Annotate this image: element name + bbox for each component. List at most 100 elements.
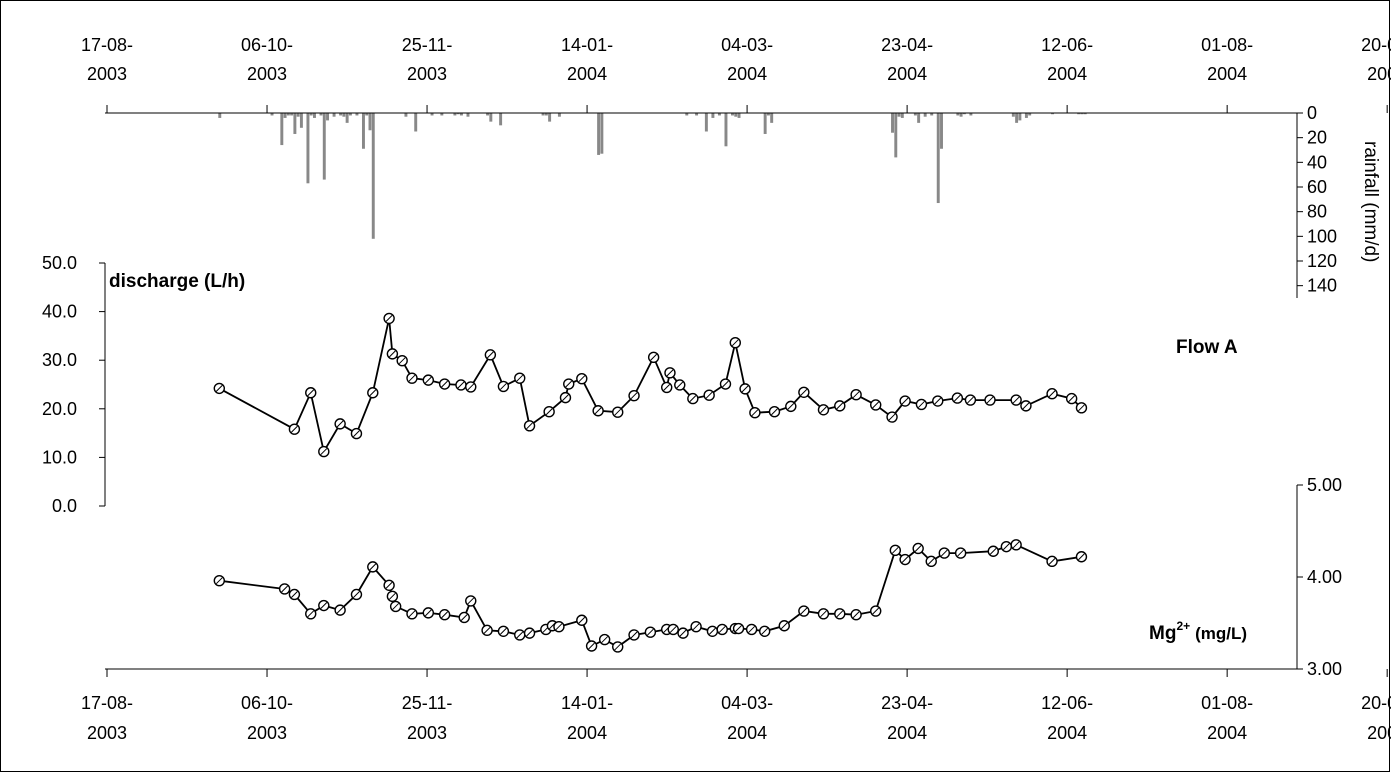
rainfall-bar	[326, 113, 330, 121]
magnesium-point-mark	[441, 611, 448, 619]
discharge-point-mark	[918, 401, 925, 408]
bottom-x-tick-label: 2003	[87, 723, 127, 743]
bottom-x-tick-label: 01-08-	[1201, 693, 1253, 713]
rainfall-bar	[361, 113, 365, 149]
rainfall-bar	[711, 113, 715, 118]
discharge-point-mark	[215, 385, 223, 392]
discharge-point-mark	[741, 385, 749, 393]
discharge-y-tick-label: 50.0	[42, 253, 77, 273]
top-x-tick-label: 2003	[407, 64, 447, 84]
magnesium-point-mark	[1078, 553, 1085, 561]
bottom-x-tick-label: 23-04-	[881, 693, 933, 713]
rainfall-bar	[499, 113, 503, 126]
bottom-x-tick-label: 2004	[727, 723, 767, 743]
discharge-point-mark	[562, 394, 569, 401]
discharge-y-tick-label: 30.0	[42, 350, 77, 370]
rainfall-bar	[332, 113, 336, 117]
discharge-point-mark	[689, 395, 697, 402]
rainfall-bar	[1083, 113, 1087, 115]
rainfall-bar	[1024, 113, 1028, 118]
mg-label: Mg	[1149, 623, 1176, 644]
top-x-tick-label: 2003	[247, 64, 287, 84]
top-x-tick-label: 20-09-	[1361, 35, 1391, 55]
discharge-point-mark	[934, 397, 942, 405]
magnesium-y-tick-label: 4.00	[1307, 567, 1342, 587]
discharge-line	[218, 318, 1083, 455]
rainfall-bar	[894, 113, 898, 158]
magnesium-point-mark	[614, 643, 622, 651]
discharge-point-mark	[731, 339, 739, 347]
bottom-x-tick-label: 2004	[1367, 723, 1391, 743]
magnesium-point-mark	[555, 623, 563, 631]
rainfall-bar	[731, 113, 734, 116]
discharge-point-mark	[526, 422, 533, 430]
rainfall-bar	[956, 113, 960, 116]
bottom-x-tick-label: 25-11-	[402, 693, 453, 713]
discharge-point-mark	[545, 408, 553, 416]
magnesium-point-mark	[901, 556, 909, 563]
axes	[99, 105, 1388, 677]
rainfall-bar	[541, 113, 545, 116]
rainfall-bar	[293, 113, 297, 134]
magnesium-point-mark	[408, 610, 416, 618]
magnesium-point-mark	[800, 607, 808, 615]
magnesium-point-mark	[761, 627, 769, 635]
rainfall-bar	[891, 113, 894, 133]
rainfall-bar	[962, 113, 966, 115]
discharge-y-tick-label: 10.0	[42, 447, 77, 467]
rainfall-bar	[557, 113, 561, 117]
rainfall-bar	[1028, 113, 1032, 116]
rainfall-bar	[685, 113, 689, 116]
discharge-point-mark	[1078, 404, 1085, 412]
bottom-x-tick-label: 2004	[1207, 723, 1247, 743]
bottom-x-tick-label: 2003	[407, 723, 447, 743]
rainfall-bar	[548, 113, 552, 122]
magnesium-point-mark	[1002, 543, 1010, 550]
rainfall-bar	[299, 113, 303, 128]
discharge-point-mark	[594, 407, 602, 415]
rainfall-bar	[283, 113, 287, 118]
magnesium-point-mark	[281, 585, 288, 593]
rainfall-bar	[930, 113, 934, 116]
magnesium-point-mark	[780, 622, 788, 630]
rainfall-bar	[704, 113, 708, 132]
rainfall-bar	[342, 113, 346, 117]
magnesium-point-mark	[526, 629, 533, 637]
magnesium-point-mark	[467, 597, 475, 605]
magnesium-point-mark	[392, 603, 400, 610]
magnesium-point-mark	[630, 631, 638, 639]
discharge-point-mark	[441, 380, 448, 388]
magnesium-point-mark	[1012, 541, 1020, 549]
discharge-point-mark	[650, 353, 658, 361]
rainfall-bar	[936, 113, 940, 204]
rainfall-bar	[969, 113, 973, 116]
rainfall-bar	[1077, 113, 1081, 115]
top-x-tick-label: 2004	[1367, 64, 1391, 84]
top-x-tick-label: 12-06-	[1041, 35, 1093, 55]
bottom-x-tick-label: 2004	[567, 723, 607, 743]
discharge-y-tick-label: 0.0	[52, 496, 77, 516]
top-x-tick-label: 2004	[727, 64, 767, 84]
magnesium-point-mark	[369, 563, 377, 571]
magnesium-point-mark	[872, 607, 880, 615]
magnesium-point-mark	[385, 581, 393, 589]
rainfall-bar	[404, 113, 408, 117]
discharge-point-mark	[872, 401, 880, 409]
top-x-tick-label: 2004	[887, 64, 927, 84]
magnesium-point-mark	[500, 627, 507, 635]
rainfall-bar	[348, 113, 352, 116]
rainfall-bar	[737, 113, 741, 118]
magnesium-point-mark	[424, 609, 432, 617]
rainfall-bar	[1015, 113, 1019, 123]
rainfall-bar	[453, 113, 457, 116]
bottom-x-tick-label: 2004	[1047, 723, 1087, 743]
rainfall-y-tick-label: 80	[1307, 202, 1327, 222]
rainfall-bar	[322, 113, 326, 180]
discharge-point-mark	[307, 389, 315, 397]
discharge-point-mark	[722, 380, 729, 388]
discharge-point-mark	[424, 376, 432, 384]
magnesium-point-mark	[748, 626, 755, 633]
rainfall-bar	[770, 113, 774, 123]
rainfall-bar	[290, 113, 294, 116]
